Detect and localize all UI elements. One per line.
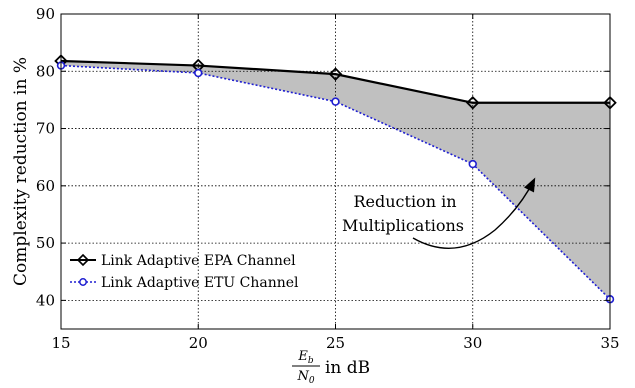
y-tick-label: 80 <box>36 62 55 80</box>
annotation-line-1: Reduction in <box>353 192 456 211</box>
legend: Link Adaptive EPA Channel Link Adaptive E… <box>70 253 299 291</box>
y-tick-label: 40 <box>36 291 55 309</box>
data-point-diamond <box>328 67 343 81</box>
data-point-circle <box>331 97 340 106</box>
y-tick-label: 90 <box>36 5 55 23</box>
y-tick-label: 60 <box>36 177 55 195</box>
annotation-arrow <box>412 177 536 249</box>
y-tick-label: 70 <box>36 120 55 138</box>
annotation-line-2: Multiplications <box>342 216 464 235</box>
x-tick-label: 30 <box>463 334 482 352</box>
grid-layer <box>61 14 610 329</box>
reduction-fill-area <box>61 60 610 300</box>
annotation-layer: Reduction in Multiplications <box>342 177 536 249</box>
y-axis-label: Complexity reduction in % <box>11 57 31 286</box>
axes-layer: 15 20 25 30 35 40 50 60 70 80 90 Complexity reducti… <box>11 5 620 386</box>
legend-label-2: Link Adaptive ETU Channel <box>101 275 299 291</box>
x-axis-label-suffix: in dB <box>325 358 370 378</box>
series-line-1 <box>60 59 610 104</box>
x-axis-label-denominator-sub: 0 <box>309 376 315 383</box>
x-axis-label-numerator: Eb <box>297 349 314 366</box>
y-tick-label: 50 <box>36 234 55 252</box>
x-tick-label: 35 <box>600 334 619 352</box>
fill-layer <box>61 60 610 300</box>
x-tick-label: 25 <box>326 334 345 352</box>
legend-label-1: Link Adaptive EPA Channel <box>101 253 296 269</box>
legend-marker-circle <box>79 278 87 286</box>
data-point-circle <box>194 68 203 78</box>
data-point-circle <box>468 159 477 169</box>
data-point-diamond <box>465 95 480 110</box>
legend-marker-diamond <box>76 253 90 267</box>
x-axis-label-denominator: N0 <box>296 369 314 383</box>
x-tick-label: 20 <box>189 334 208 352</box>
x-tick-label: 15 <box>51 334 70 352</box>
x-axis-label-numerator-sub: b <box>308 356 314 366</box>
